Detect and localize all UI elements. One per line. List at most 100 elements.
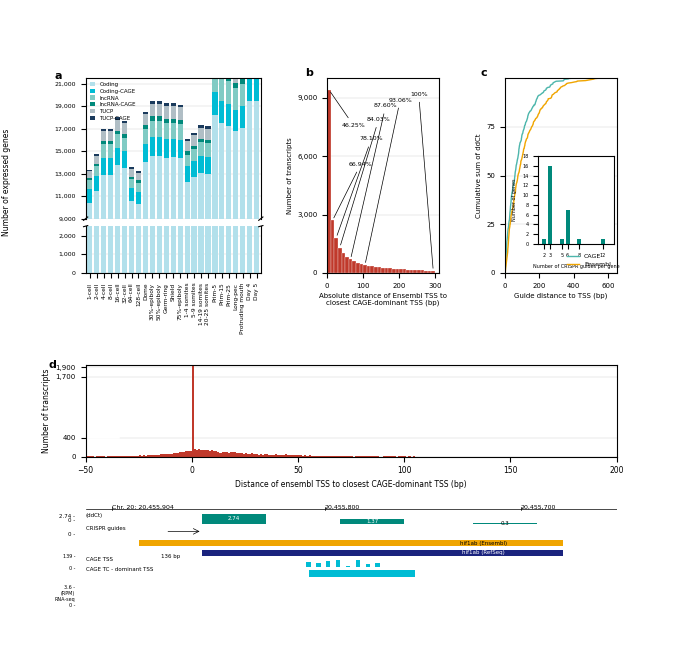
Bar: [136, 204, 141, 320]
Bar: [129, 169, 134, 177]
Bar: [212, 115, 218, 320]
Bar: [326, 561, 330, 566]
Bar: [142, 129, 148, 145]
Bar: [247, 20, 252, 24]
Line: Ensembl: Ensembl: [505, 78, 599, 273]
Bar: [130, 456, 132, 457]
Bar: [101, 141, 106, 145]
Bar: [254, 20, 259, 24]
Ensembl: [556, 83, 564, 91]
Bar: [169, 454, 171, 457]
Bar: [288, 455, 290, 457]
Bar: [226, 104, 232, 126]
Bar: [277, 454, 279, 457]
Bar: [226, 81, 232, 104]
Bar: [240, 453, 242, 457]
Bar: [266, 454, 269, 457]
Bar: [171, 106, 176, 118]
Bar: [115, 120, 120, 131]
Bar: [108, 145, 113, 158]
Bar: [115, 117, 120, 120]
Bar: [207, 450, 209, 457]
Bar: [206, 126, 210, 129]
Bar: [101, 145, 106, 158]
Bar: [143, 455, 145, 457]
Bar: [171, 139, 176, 157]
Bar: [101, 129, 106, 131]
Bar: [329, 456, 332, 457]
Bar: [308, 455, 311, 457]
Bar: [109, 456, 111, 457]
Bar: [240, 106, 245, 128]
Bar: [108, 3, 113, 31]
Bar: [199, 128, 203, 139]
Bar: [395, 269, 399, 273]
Bar: [186, 451, 188, 457]
Bar: [281, 455, 283, 457]
Bar: [213, 450, 215, 457]
Bar: [145, 456, 147, 457]
Text: (ddCt): (ddCt): [86, 513, 103, 518]
Bar: [363, 265, 366, 273]
Bar: [108, 31, 113, 273]
Bar: [240, 64, 245, 78]
Bar: [319, 456, 321, 457]
Bar: [184, 139, 190, 141]
Bar: [424, 271, 428, 273]
Bar: [192, 161, 197, 177]
Bar: [192, 149, 197, 161]
Bar: [199, 139, 203, 142]
Bar: [115, 165, 120, 320]
Bar: [142, 10, 148, 273]
Bar: [94, 191, 99, 320]
Ensembl: [503, 246, 512, 254]
Bar: [205, 450, 207, 457]
CAGE: [569, 74, 577, 82]
Bar: [192, 177, 197, 320]
Bar: [212, 47, 218, 62]
Bar: [206, 129, 210, 140]
Ensembl: [518, 153, 526, 161]
CAGE: [514, 153, 522, 161]
Bar: [336, 561, 340, 566]
Bar: [162, 454, 164, 457]
Bar: [157, 101, 162, 104]
Bar: [108, 0, 113, 3]
Bar: [101, 175, 106, 320]
Bar: [150, 121, 155, 137]
CAGE: [525, 109, 533, 117]
Bar: [192, 135, 197, 146]
Text: 3.6 -
(RPM)
RNA-seq
0 -: 3.6 - (RPM) RNA-seq 0 -: [54, 585, 75, 607]
Bar: [338, 456, 340, 457]
Bar: [247, 101, 252, 320]
Bar: [101, 3, 106, 31]
Bar: [254, 48, 259, 76]
Text: 66.94%: 66.94%: [334, 162, 373, 218]
Bar: [342, 456, 345, 457]
Bar: [115, 148, 120, 165]
Bar: [129, 54, 134, 74]
Bar: [236, 453, 238, 457]
Bar: [254, 76, 259, 101]
Bar: [175, 453, 177, 457]
Bar: [421, 270, 424, 273]
Bar: [273, 455, 275, 457]
Bar: [192, 0, 197, 9]
Bar: [219, 57, 225, 72]
Text: c: c: [480, 68, 487, 78]
Bar: [94, 163, 99, 166]
Bar: [179, 452, 181, 457]
Bar: [352, 261, 356, 273]
Bar: [212, 62, 218, 68]
Bar: [345, 456, 347, 457]
FancyBboxPatch shape: [203, 550, 563, 555]
Bar: [101, 31, 106, 273]
X-axis label: Distance of ensembl TSS to closest CAGE-dominant TSS (bp): Distance of ensembl TSS to closest CAGE-…: [235, 480, 467, 489]
Bar: [366, 266, 371, 273]
Bar: [157, 121, 162, 137]
Bar: [171, 454, 173, 457]
Bar: [198, 449, 200, 457]
Bar: [101, 158, 106, 175]
Bar: [129, 167, 134, 169]
Text: 0 -: 0 -: [68, 532, 75, 536]
